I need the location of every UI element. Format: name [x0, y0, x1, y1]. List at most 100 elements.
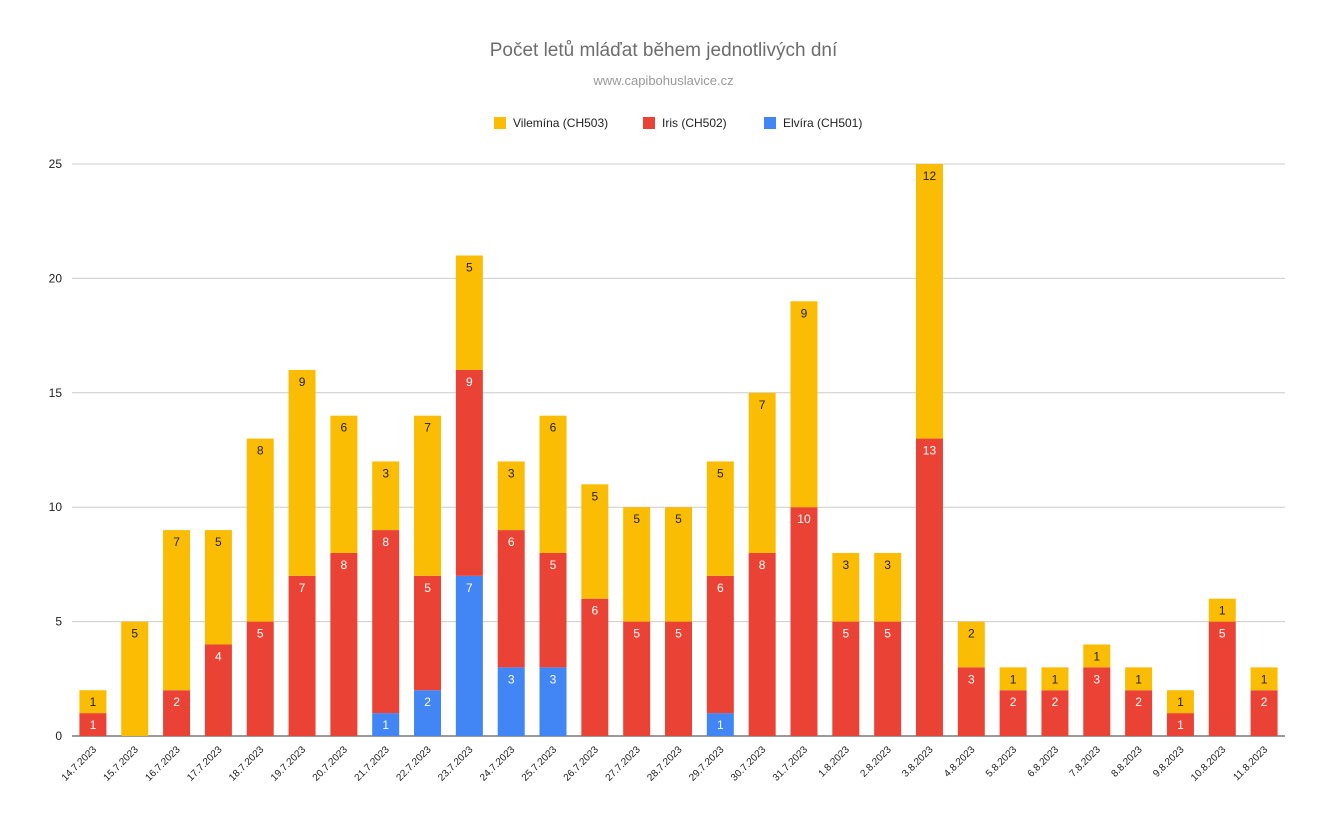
bar-segment: [999, 690, 1027, 736]
bar-segment: [497, 667, 525, 736]
bar-segment: [874, 552, 902, 622]
bar-segment: [372, 530, 400, 714]
x-tick-label: 24.7.2023: [478, 744, 518, 784]
x-tick-label: 10.8.2023: [1189, 744, 1229, 784]
bar-segment: [455, 369, 483, 576]
data-label: 6: [550, 421, 557, 435]
bar-segment: [455, 255, 483, 370]
data-label: 6: [508, 535, 515, 549]
bar-segment: [706, 713, 734, 736]
x-tick-label: 26.7.2023: [562, 744, 602, 784]
x-tick-label: 29.7.2023: [687, 744, 727, 784]
bar-segment: [581, 484, 609, 599]
bar-segment: [288, 369, 316, 576]
bar-segment: [832, 621, 860, 736]
x-tick-label: 5.8.2023: [984, 744, 1020, 780]
bar-segment: [539, 415, 567, 553]
data-label: 5: [424, 581, 431, 595]
data-label: 3: [508, 466, 515, 480]
data-label: 6: [592, 604, 599, 618]
x-tick-label: 23.7.2023: [436, 744, 476, 784]
x-tick-label: 19.7.2023: [269, 744, 309, 784]
bar-segment: [1250, 690, 1278, 736]
bar-segment: [957, 667, 985, 736]
bar-segment: [497, 461, 525, 531]
bar-segment: [1166, 713, 1194, 736]
x-tick-label: 9.8.2023: [1151, 744, 1187, 780]
data-label: 3: [550, 672, 557, 686]
bar-segment: [665, 621, 692, 736]
x-tick-label: 7.8.2023: [1068, 744, 1104, 780]
data-label: 9: [466, 375, 473, 389]
x-tick-label: 14.7.2023: [60, 744, 100, 784]
data-label: 5: [592, 489, 599, 503]
x-tick-label: 20.7.2023: [311, 744, 351, 784]
bar-segment: [706, 575, 734, 714]
x-tick-label: 27.7.2023: [604, 744, 644, 784]
bar-segment: [204, 644, 232, 736]
bar-segment: [706, 461, 734, 576]
data-label: 2: [1135, 695, 1142, 709]
data-label: 3: [382, 466, 389, 480]
y-tick-label: 10: [49, 500, 63, 514]
y-tick-label: 0: [55, 729, 62, 743]
data-label: 1: [90, 718, 97, 732]
data-label: 2: [1052, 695, 1059, 709]
data-label: 2: [173, 695, 180, 709]
legend-swatch: [494, 117, 506, 129]
data-label: 5: [131, 627, 138, 641]
bar-segment: [1250, 667, 1278, 691]
bar-segment: [915, 164, 943, 439]
data-label: 7: [424, 421, 431, 435]
y-tick-label: 25: [49, 157, 63, 171]
bar-segment: [414, 415, 442, 576]
data-label: 9: [801, 306, 808, 320]
bar-segment: [1125, 667, 1153, 691]
bar-segment: [288, 575, 316, 736]
bar-segment: [455, 575, 483, 736]
bar-segment: [623, 621, 651, 736]
data-label: 5: [675, 627, 682, 641]
bar-segment: [121, 621, 149, 736]
data-label: 1: [717, 718, 724, 732]
bar-segment: [623, 507, 651, 622]
data-label: 6: [341, 421, 348, 435]
data-label: 1: [1135, 672, 1142, 686]
bar-segment: [497, 530, 525, 668]
x-tick-label: 21.7.2023: [353, 744, 393, 784]
bar-segment: [790, 507, 818, 736]
data-label: 3: [508, 672, 515, 686]
bar-segment: [414, 690, 442, 736]
bar-segment: [246, 438, 274, 622]
x-tick-label: 31.7.2023: [771, 744, 811, 784]
data-label: 8: [382, 535, 389, 549]
chart-subtitle: www.capibohuslavice.cz: [593, 73, 734, 88]
x-tick-label: 2.8.2023: [858, 744, 894, 780]
bar-segment: [790, 301, 818, 508]
bar-segment: [748, 552, 776, 736]
x-tick-label: 3.8.2023: [900, 744, 936, 780]
data-label: 5: [675, 512, 682, 526]
x-tick-label: 16.7.2023: [143, 744, 183, 784]
bar-segment: [832, 552, 860, 622]
data-label: 5: [1219, 627, 1226, 641]
data-label: 3: [842, 558, 849, 572]
bar-segment: [246, 621, 274, 736]
bar-segment: [1083, 644, 1111, 668]
data-label: 9: [299, 375, 306, 389]
bar-segment: [1125, 690, 1153, 736]
data-label: 3: [884, 558, 891, 572]
data-label: 8: [759, 558, 766, 572]
data-label: 2: [424, 695, 431, 709]
data-label: 1: [1261, 672, 1268, 686]
data-label: 2: [1010, 695, 1017, 709]
x-tick-label: 22.7.2023: [394, 744, 434, 784]
data-label: 5: [884, 627, 891, 641]
bar-segment: [665, 507, 692, 622]
chart-title: Počet letů mláďat během jednotlivých dní: [489, 40, 838, 61]
x-tick-label: 28.7.2023: [645, 744, 685, 784]
bar-segment: [539, 552, 567, 668]
bar-segment: [539, 667, 567, 736]
bar-segment: [748, 392, 776, 553]
